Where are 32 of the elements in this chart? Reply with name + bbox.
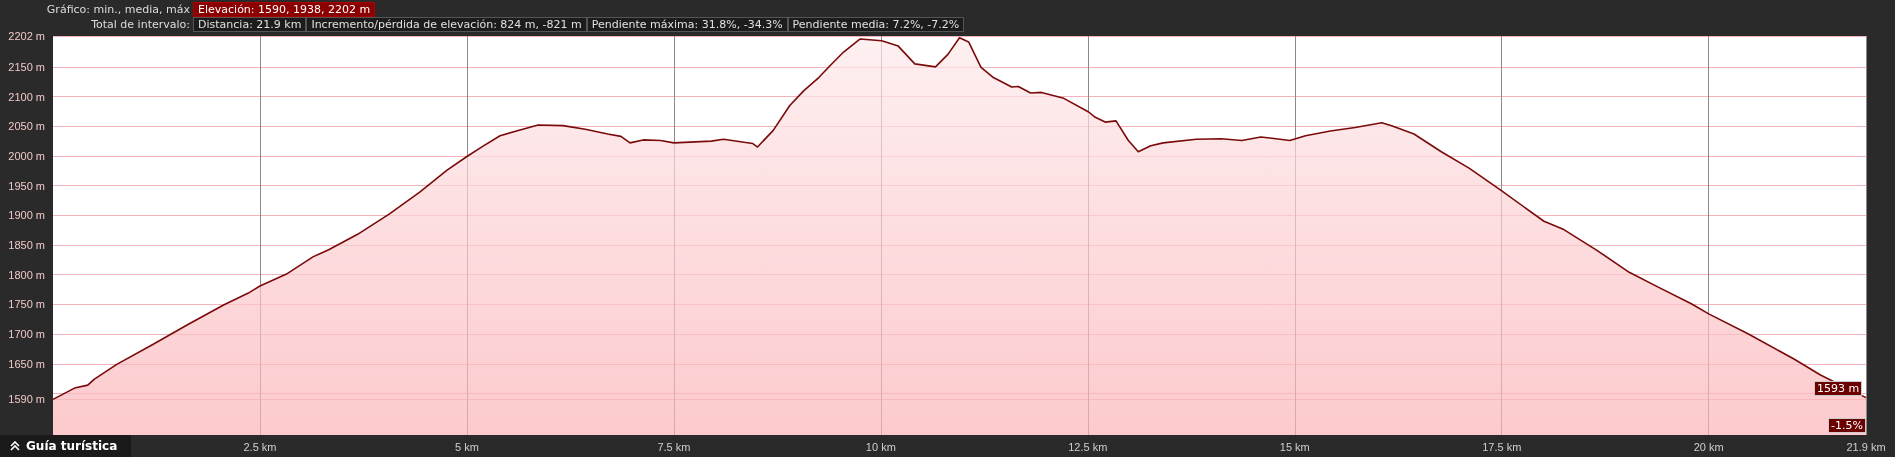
annotation: -1.5%	[1828, 418, 1866, 433]
x-tick-label: 2.5 km	[243, 440, 277, 453]
y-tick-label: 1850 m	[8, 239, 45, 251]
y-tick-label: 1590 m	[8, 393, 45, 406]
annotation: 1593 m	[1814, 380, 1863, 396]
text: Pendiente media: 7.2%, -7.2%	[787, 16, 965, 32]
x-tick-label: 12.5 km	[1068, 440, 1108, 453]
y-tick-label: 1950 m	[8, 179, 45, 192]
x-tick-label: 10 km	[865, 440, 896, 453]
y-tick-label: 2000 m	[8, 149, 45, 162]
y-tick-label: 2202 m	[8, 30, 45, 42]
y-tick-label: 1700 m	[8, 328, 45, 341]
x-tick-label: 7.5 km	[657, 440, 691, 453]
x-tick-label: 21.9 km	[1846, 440, 1886, 453]
x-tick-label: 5 km	[455, 440, 479, 453]
y-tick-label: 2100 m	[8, 90, 45, 103]
x-tick-label: 20 km	[1693, 440, 1724, 453]
y-tick-label: 1750 m	[8, 298, 45, 311]
y-tick-label: 1650 m	[8, 357, 45, 370]
x-tick-label: 15 km	[1279, 440, 1310, 453]
y-tick-label: 1800 m	[8, 268, 45, 281]
text: Elevación: 1590, 1938, 2202 m	[193, 1, 376, 17]
x-tick-label: 17.5 km	[1482, 440, 1522, 453]
text: Incremento/pérdida de elevación: 824 m, -821 m	[306, 16, 587, 32]
y-tick-label: 2050 m	[8, 120, 45, 133]
y-tick-label: 1900 m	[8, 209, 45, 222]
text: Total de intervalo:	[90, 17, 191, 31]
y-tick-label: 2150 m	[8, 60, 45, 73]
text: Distancia: 21.9 km	[193, 16, 307, 32]
text: Guía turística	[26, 439, 118, 453]
text: Gráfico: min., media, máx	[45, 2, 191, 16]
text: Pendiente máxima: 31.8%, -34.3%	[586, 16, 788, 32]
